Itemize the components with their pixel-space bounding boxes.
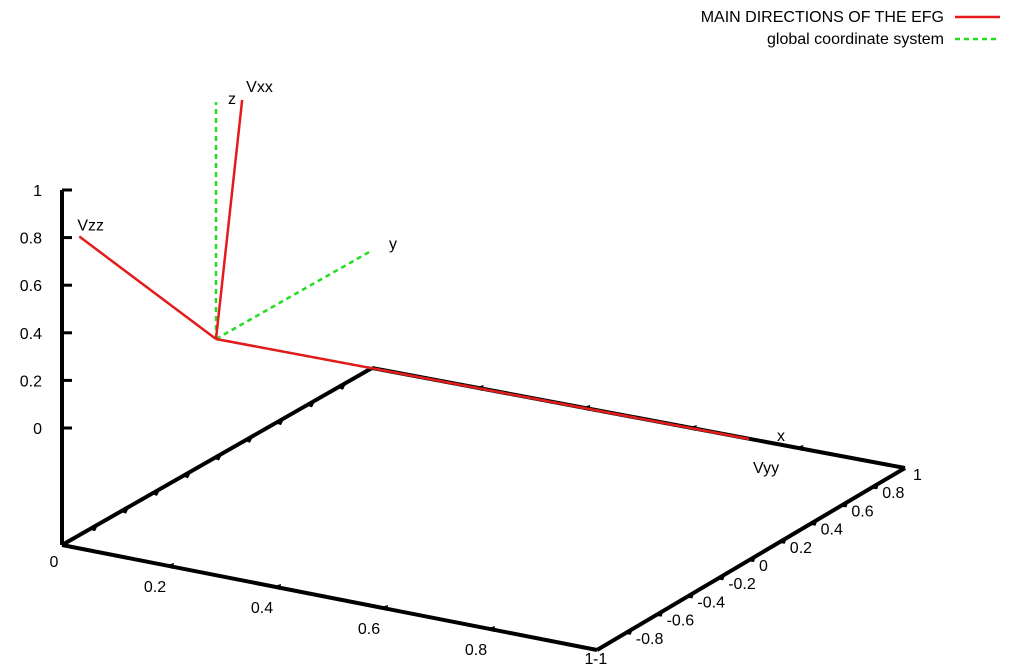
- y-depth-tick: [275, 419, 284, 426]
- vector-label-y: y: [389, 236, 397, 253]
- legend-label: MAIN DIRECTIONS OF THE EFG: [701, 9, 944, 26]
- vector-vxx: [214, 99, 244, 340]
- z-tick-label: 0.6: [20, 278, 42, 295]
- y-depth-tick: [244, 436, 253, 443]
- y-tick: [715, 574, 726, 581]
- z-tick-label: 0.4: [20, 326, 42, 343]
- vector-label-vyy: Vyy: [753, 460, 779, 477]
- front-axis: [61, 543, 598, 652]
- y-depth-tick: [213, 454, 222, 461]
- y-depth-tick: [120, 507, 129, 514]
- x-tick-label: 0.6: [358, 621, 380, 638]
- y-tick: [746, 556, 756, 562]
- legend-label: global coordinate system: [767, 31, 944, 48]
- x-back-tick: [793, 445, 804, 451]
- z-tick-label: 1: [33, 183, 42, 200]
- x-tick: [485, 626, 495, 632]
- vector-label-x: x: [777, 428, 785, 445]
- vector-label-vxx: Vxx: [246, 79, 273, 96]
- x-tick: [271, 584, 281, 590]
- y-depth-tick: [182, 472, 191, 479]
- vector-labels: Vxx Vyy Vzz x y z: [77, 79, 785, 477]
- y-depth-tick: [89, 525, 98, 532]
- z-tick-label: 0.2: [20, 373, 42, 390]
- y-tick-label: 0.2: [790, 540, 812, 557]
- y-depth-tick: [306, 401, 315, 408]
- x-tick: [378, 605, 388, 611]
- y-tick: [776, 537, 787, 544]
- y-tick: [807, 519, 818, 526]
- legend: MAIN DIRECTIONS OF THE EFG global coordin…: [701, 9, 1000, 48]
- vector-label-z: z: [228, 91, 236, 108]
- x-tick: [164, 563, 174, 569]
- y-tick-label: -0.8: [636, 631, 664, 648]
- y-tick: [838, 501, 849, 508]
- y-tick: [869, 483, 880, 490]
- y-tick-label: -1: [593, 651, 607, 668]
- vector-label-vzz: Vzz: [77, 218, 104, 235]
- vector-vzz: [78, 235, 217, 341]
- x-tick-label: 0.4: [251, 600, 273, 617]
- y-tick: [684, 592, 695, 599]
- y-tick-label: -0.6: [667, 613, 695, 630]
- y-depth-tick: [151, 489, 160, 496]
- y-tick: [653, 610, 664, 617]
- y-depth-tick: [337, 383, 346, 390]
- y-tick: [622, 628, 633, 635]
- y-tick-label: -0.2: [728, 576, 756, 593]
- vector-y: [215, 249, 372, 341]
- vector-vyy: [215, 337, 750, 441]
- x-tick-label: 0.8: [465, 642, 487, 659]
- y-tick-label: 0.6: [851, 503, 873, 520]
- z-tick-label: 0.8: [20, 231, 42, 248]
- left-depth-axis: [61, 366, 373, 547]
- y-tick-label: 0: [759, 558, 768, 575]
- vectors: [78, 99, 750, 441]
- x-tick-label: 1: [585, 651, 594, 668]
- z-tick-label: 0: [33, 421, 42, 438]
- y-tick-label: 1: [913, 467, 922, 484]
- y-tick-label: 0.8: [882, 485, 904, 502]
- x-tick-label: 0.2: [144, 579, 166, 596]
- x-tick-label: 0: [50, 554, 59, 571]
- y-tick-label: 0.4: [821, 522, 843, 539]
- y-tick-label: -0.4: [697, 594, 725, 611]
- base-frame: [60, 190, 907, 652]
